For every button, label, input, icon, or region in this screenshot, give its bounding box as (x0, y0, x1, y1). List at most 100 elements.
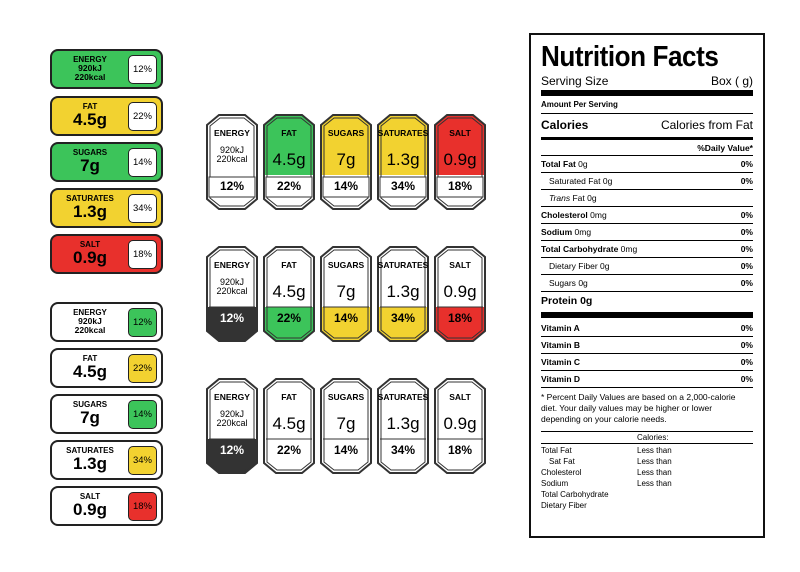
label-text: SALT 0.9g (52, 239, 128, 267)
energy-kcal: 220kcal (216, 154, 248, 165)
vertical-label-salt: SALT 0.9g 18% (433, 245, 487, 343)
nutrient-name: SALT (79, 239, 101, 249)
nutrient-name: ENERGY (73, 54, 107, 64)
percent-badge: 12% (128, 54, 157, 84)
hex-shape (434, 378, 486, 474)
amount-per-serving: Amount Per Serving (541, 100, 618, 109)
nutrient-name: ENERGY (214, 392, 250, 402)
label-text: SATURATES 1.3g (52, 194, 128, 222)
hex-shape (206, 114, 258, 210)
table-label: Total Carbohydrate (541, 490, 609, 499)
calories-header: Calories: (637, 433, 669, 442)
table-label: Cholesterol (541, 468, 582, 477)
vertical-label-energy: ENERGY 920kJ 220kcal 12% (205, 377, 259, 475)
percent-badge: 12% (128, 307, 157, 337)
percent-badge: 22% (128, 353, 157, 383)
horizontal-label-fat: FAT 4.5g 22% (50, 96, 163, 136)
label-text: SUGARS 7g (52, 147, 128, 175)
nutrient-label-group: Sodium 0mg (541, 224, 591, 240)
nutrient-name: SATURATES (377, 128, 429, 138)
horizontal-label-energy: ENERGY 920kJ 220kcal 12% (50, 302, 163, 342)
nutrient-name: SATURATES (377, 260, 429, 270)
nutrient-name: ENERGY (73, 307, 107, 317)
percent-value: 18% (447, 311, 473, 325)
table-label: Sat Fat (549, 457, 575, 466)
nutrient-value: 4.5g (72, 362, 108, 382)
vitamin-percent: 0% (740, 374, 753, 384)
nutrient-value: 4.5g (272, 414, 306, 433)
nutrient-label-group: Dietary Fiber 0g (549, 258, 610, 274)
energy-kj: 920kJ (78, 316, 102, 327)
nutrient-name: SUGARS (72, 147, 108, 157)
hex-shape (434, 114, 486, 210)
label-text: ENERGY 920kJ 220kcal (205, 113, 259, 211)
serving-box: Box ( g) (710, 74, 753, 88)
percent-value: 34% (390, 443, 416, 457)
vertical-label-salt: SALT 0.9g 18% (433, 377, 487, 475)
energy-kj: 920kJ (219, 145, 245, 155)
nutrient-row: Saturated Fat 0g 0% (541, 172, 753, 189)
percent-badge: 14% (128, 147, 157, 177)
vitamin-rows: Vitamin A 0% Vitamin B 0% Vitamin C 0% Vitamin… (541, 320, 753, 387)
energy-kcal: 220kcal (74, 325, 106, 336)
nutrient-label: Saturated Fat (549, 176, 601, 186)
protein-row: Protein 0g (541, 295, 593, 307)
nutrient-percent: 0% (740, 210, 753, 220)
hex-shape (320, 378, 372, 474)
nutrient-row: Total Carbohydrate 0mg 0% (541, 240, 753, 257)
nutrient-name: FAT (82, 353, 98, 363)
label-text: SUGARS 7g (52, 399, 128, 428)
percent-badge: 34% (128, 445, 157, 475)
hex-shape (263, 114, 315, 210)
horizontal-label-salt: SALT 0.9g 18% (50, 234, 163, 274)
nutrient-label: Total Carbohydrate (541, 244, 619, 254)
nutrient-value: 1.3g (386, 282, 420, 301)
nutrient-name: SALT (449, 128, 471, 138)
nutrient-value: 1.3g (386, 150, 420, 169)
percent-value: 22% (276, 443, 302, 457)
vitamin-percent: 0% (740, 357, 753, 367)
nutrient-value: 0.9g (443, 282, 477, 301)
nutrient-label-group: Trans Fat 0g (549, 190, 597, 206)
hex-shape (320, 246, 372, 342)
horizontal-label-sugars: SUGARS 7g 14% (50, 142, 163, 182)
table-value: Less than (637, 446, 672, 455)
nutrient-label: Sugars (549, 278, 576, 288)
label-text: FAT 4.5g (52, 102, 128, 129)
nutrient-value: 0.9g (443, 150, 477, 169)
nutrient-name: SALT (449, 260, 471, 270)
footnote: * Percent Daily Values are based on a 2,… (541, 392, 736, 424)
nutrient-name: FAT (281, 128, 297, 138)
nutrient-name: FAT (281, 392, 297, 402)
nutrient-label: Trans (549, 193, 571, 203)
vitamin-row: Vitamin D 0% (541, 370, 753, 387)
nutrient-value: 0.9g (72, 500, 108, 520)
label-text: FAT 4.5g (262, 377, 316, 475)
nutrient-value: 0.9g (443, 414, 477, 433)
nutrient-value: 7g (336, 150, 356, 169)
serving-size-label: Serving Size (541, 74, 609, 88)
nutrient-amount: Fat 0g (572, 193, 597, 203)
vitamin-row: Vitamin B 0% (541, 336, 753, 353)
nutrient-value: 7g (336, 414, 356, 433)
divider-thick (541, 312, 753, 318)
nutrient-name: ENERGY (214, 260, 250, 270)
nutrient-value: 1.3g (72, 202, 108, 222)
label-text: SATURATES 1.3g (376, 377, 430, 475)
nutrient-name: SUGARS (72, 399, 108, 409)
percent-value: 34% (390, 311, 416, 325)
nutrient-value: 7g (80, 408, 100, 428)
percent-value: 12% (219, 179, 245, 193)
nutrient-name: ENERGY (214, 128, 250, 138)
vertical-label-fat: FAT 4.5g 22% (262, 113, 316, 211)
label-text: SALT 0.9g (52, 492, 128, 520)
label-text: FAT 4.5g (52, 353, 128, 382)
nutrient-value: 7g (336, 282, 356, 301)
percent-value: 34% (390, 179, 416, 193)
label-text: ENERGY 920kJ 220kcal (205, 245, 259, 343)
hex-shape (377, 246, 429, 342)
divider-medium (541, 137, 753, 140)
vertical-label-fat: FAT 4.5g 22% (262, 245, 316, 343)
nutrient-percent: 0% (740, 176, 753, 186)
vertical-label-sugars: SUGARS 7g 14% (319, 245, 373, 343)
